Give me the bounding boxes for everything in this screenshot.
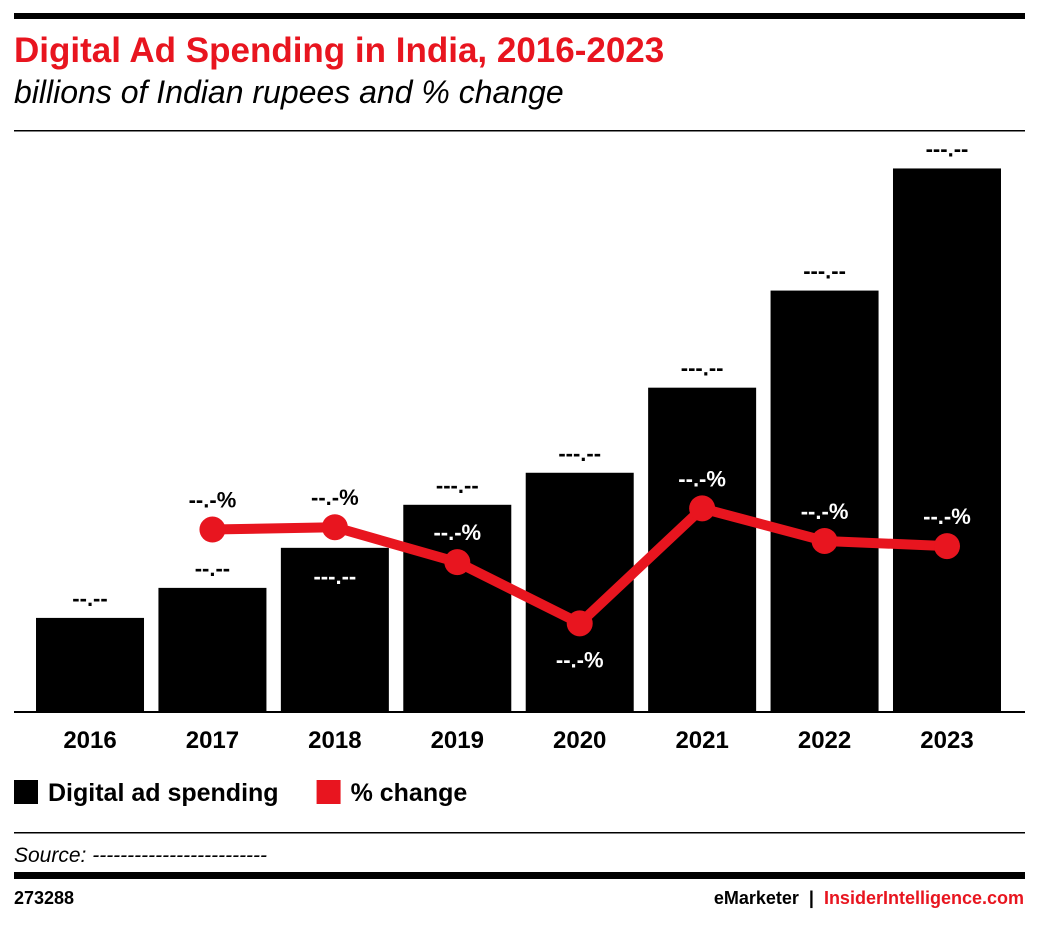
top-rule — [14, 13, 1025, 19]
source-rule — [14, 832, 1025, 834]
site: InsiderIntelligence.com — [824, 888, 1024, 908]
header-rule — [14, 130, 1025, 132]
line-point — [199, 516, 226, 543]
line-value-label: --.-% — [678, 466, 726, 491]
legend-swatch — [316, 780, 341, 804]
source-note: Source: ------------------------- — [14, 844, 267, 867]
bar-value-label: ---.-- — [436, 473, 479, 498]
brand: eMarketer — [714, 888, 799, 908]
x-tick-label: 2023 — [920, 727, 973, 754]
line-value-label: --.-% — [801, 499, 849, 524]
plot-area: --.-- --.-- ---.-- ---.-- ---.-- ---.-- ---.--… — [14, 136, 1025, 807]
line-point — [444, 549, 471, 576]
line-value-label: --.-% — [556, 647, 604, 672]
bar-value-label: --.-- — [195, 556, 230, 581]
bar-value-label: --.-- — [72, 586, 107, 611]
legend-label: Digital ad spending — [48, 779, 279, 807]
line-value-label: --.-% — [189, 488, 237, 513]
bar — [36, 617, 145, 712]
bar — [892, 168, 1001, 712]
line-value-label: --.-% — [311, 485, 359, 510]
x-tick-label: 2018 — [308, 727, 361, 754]
bar-value-label: ---.-- — [558, 441, 601, 466]
bar — [280, 547, 389, 712]
x-tick-label: 2022 — [798, 727, 851, 754]
x-tick-label: 2019 — [431, 727, 484, 754]
separator: | — [809, 888, 814, 908]
bar-value-label: ---.-- — [681, 356, 724, 381]
bar — [770, 290, 879, 712]
legend-label: % change — [351, 779, 468, 807]
bar-value-label: ---.-- — [313, 564, 356, 589]
line-point — [566, 610, 593, 637]
line-point — [689, 495, 716, 522]
line-point — [933, 533, 960, 560]
chart-title: Digital Ad Spending in India, 2016-2023 — [14, 31, 664, 70]
line-point — [321, 514, 348, 541]
legend-swatch — [14, 780, 38, 804]
chart-subtitle: billions of Indian rupees and % change — [14, 74, 564, 110]
bottom-rule — [14, 872, 1025, 879]
chart-id: 273288 — [14, 888, 74, 908]
x-tick-label: 2020 — [553, 727, 606, 754]
bar — [158, 587, 267, 712]
bar — [648, 387, 757, 712]
bar — [403, 504, 512, 712]
x-tick-label: 2016 — [63, 727, 116, 754]
line-value-label: --.-% — [433, 520, 481, 545]
bar-value-label: ---.-- — [926, 136, 969, 161]
footer-brand: eMarketer | InsiderIntelligence.com — [714, 888, 1024, 908]
line-point — [811, 527, 838, 554]
x-tick-label: 2021 — [675, 727, 728, 754]
bar-value-label: ---.-- — [803, 259, 846, 284]
line-value-label: --.-% — [923, 504, 971, 529]
baseline — [14, 711, 1025, 713]
x-tick-label: 2017 — [186, 727, 239, 754]
